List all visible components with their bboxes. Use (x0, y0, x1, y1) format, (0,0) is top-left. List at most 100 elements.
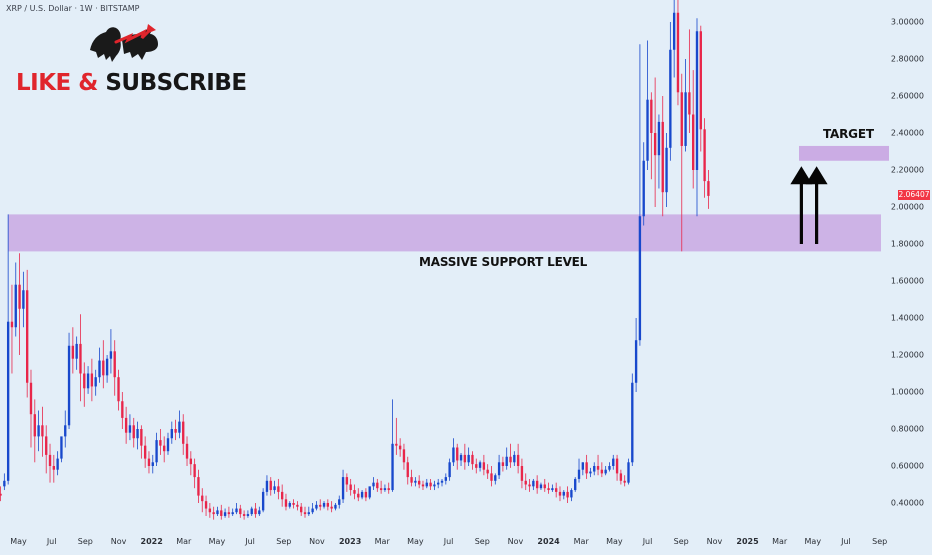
candle-body (79, 343, 82, 374)
candle-body (604, 469, 607, 474)
candle (208, 503, 212, 518)
candle-body (307, 512, 310, 515)
candle-body (379, 488, 383, 491)
candle-body (41, 425, 44, 437)
candle (338, 495, 341, 509)
candle-body (440, 480, 444, 483)
candle (562, 490, 565, 500)
candle (319, 499, 322, 511)
candle (166, 432, 170, 455)
candle-body (391, 443, 394, 491)
candle (463, 443, 467, 470)
candle-body (596, 466, 600, 470)
candle-body (494, 475, 497, 481)
candle (520, 458, 524, 489)
candle-body (459, 454, 463, 461)
candle (136, 421, 139, 450)
candle-body (429, 482, 432, 487)
candle-body (14, 284, 17, 328)
time-tick-label: Mar (176, 537, 192, 546)
candle (143, 436, 147, 468)
candle (227, 506, 231, 518)
candle (574, 477, 577, 492)
candle-body (551, 488, 554, 491)
candle (642, 142, 645, 226)
candle (83, 362, 86, 407)
candle-body (29, 382, 33, 415)
candle-body (242, 514, 246, 516)
candle-body (208, 508, 212, 513)
zones-layer (8, 145, 889, 252)
candle (421, 480, 425, 491)
candle (452, 438, 455, 466)
candle-body (672, 12, 676, 50)
candle (349, 478, 352, 496)
brand-logo (86, 22, 162, 68)
candle (623, 475, 626, 487)
candle (75, 336, 78, 370)
candle-body (433, 484, 436, 487)
candle-body (220, 510, 223, 516)
candle-body (414, 480, 417, 483)
candle (296, 501, 299, 511)
candle-body (284, 499, 288, 507)
candle-body (703, 129, 706, 182)
candle-body (417, 480, 421, 485)
candle-body (600, 469, 604, 474)
candle (570, 488, 573, 502)
symbol-title: XRP / U.S. Dollar · 1W · BITSTAMP (6, 4, 140, 13)
candle (695, 18, 699, 217)
time-tick-label: Jul (443, 537, 454, 546)
candle-body (265, 480, 269, 492)
candle-body (250, 508, 253, 515)
arrows-layer (790, 166, 828, 244)
candle (311, 503, 314, 515)
candle (170, 421, 173, 444)
candle (189, 451, 193, 476)
price-tick-label: 1.00000 (890, 387, 924, 397)
candle (204, 495, 208, 516)
bull-bear-icon (90, 24, 158, 62)
time-tick-label: May (804, 537, 822, 546)
candle-body (182, 421, 185, 444)
price-tick-label: 1.60000 (890, 276, 924, 286)
time-tick-label: May (208, 537, 226, 546)
candle-body (669, 49, 672, 148)
candle-body (105, 358, 109, 376)
candle-body (505, 456, 508, 466)
candle (429, 478, 432, 491)
candle-body (147, 458, 151, 466)
candle (589, 467, 592, 478)
candle-body (612, 458, 615, 466)
candle-body (581, 462, 585, 470)
candle-body (707, 181, 710, 196)
time-tick-label: 2023 (338, 537, 362, 546)
candle-body (45, 436, 48, 455)
candle-body (657, 121, 661, 156)
candle-body (64, 425, 67, 437)
candle (292, 499, 295, 509)
candle-body (269, 480, 272, 491)
candle (615, 454, 619, 481)
candle-body (684, 92, 687, 146)
candle-body (570, 490, 573, 498)
candle-body (109, 351, 113, 359)
candle-body (280, 491, 284, 500)
candle (638, 44, 642, 346)
price-tick-label: 0.80000 (890, 424, 924, 434)
candle (6, 214, 10, 485)
target-label: TARGET (823, 127, 874, 141)
candle-body (159, 440, 162, 446)
candle-body (364, 491, 368, 498)
candle-body (258, 510, 261, 515)
candle (417, 475, 421, 489)
candle-body (467, 454, 470, 463)
candle (383, 484, 387, 492)
candle-body (482, 462, 486, 470)
candle (535, 475, 539, 494)
candle (528, 478, 531, 492)
candle (596, 454, 600, 476)
candle (33, 399, 36, 463)
